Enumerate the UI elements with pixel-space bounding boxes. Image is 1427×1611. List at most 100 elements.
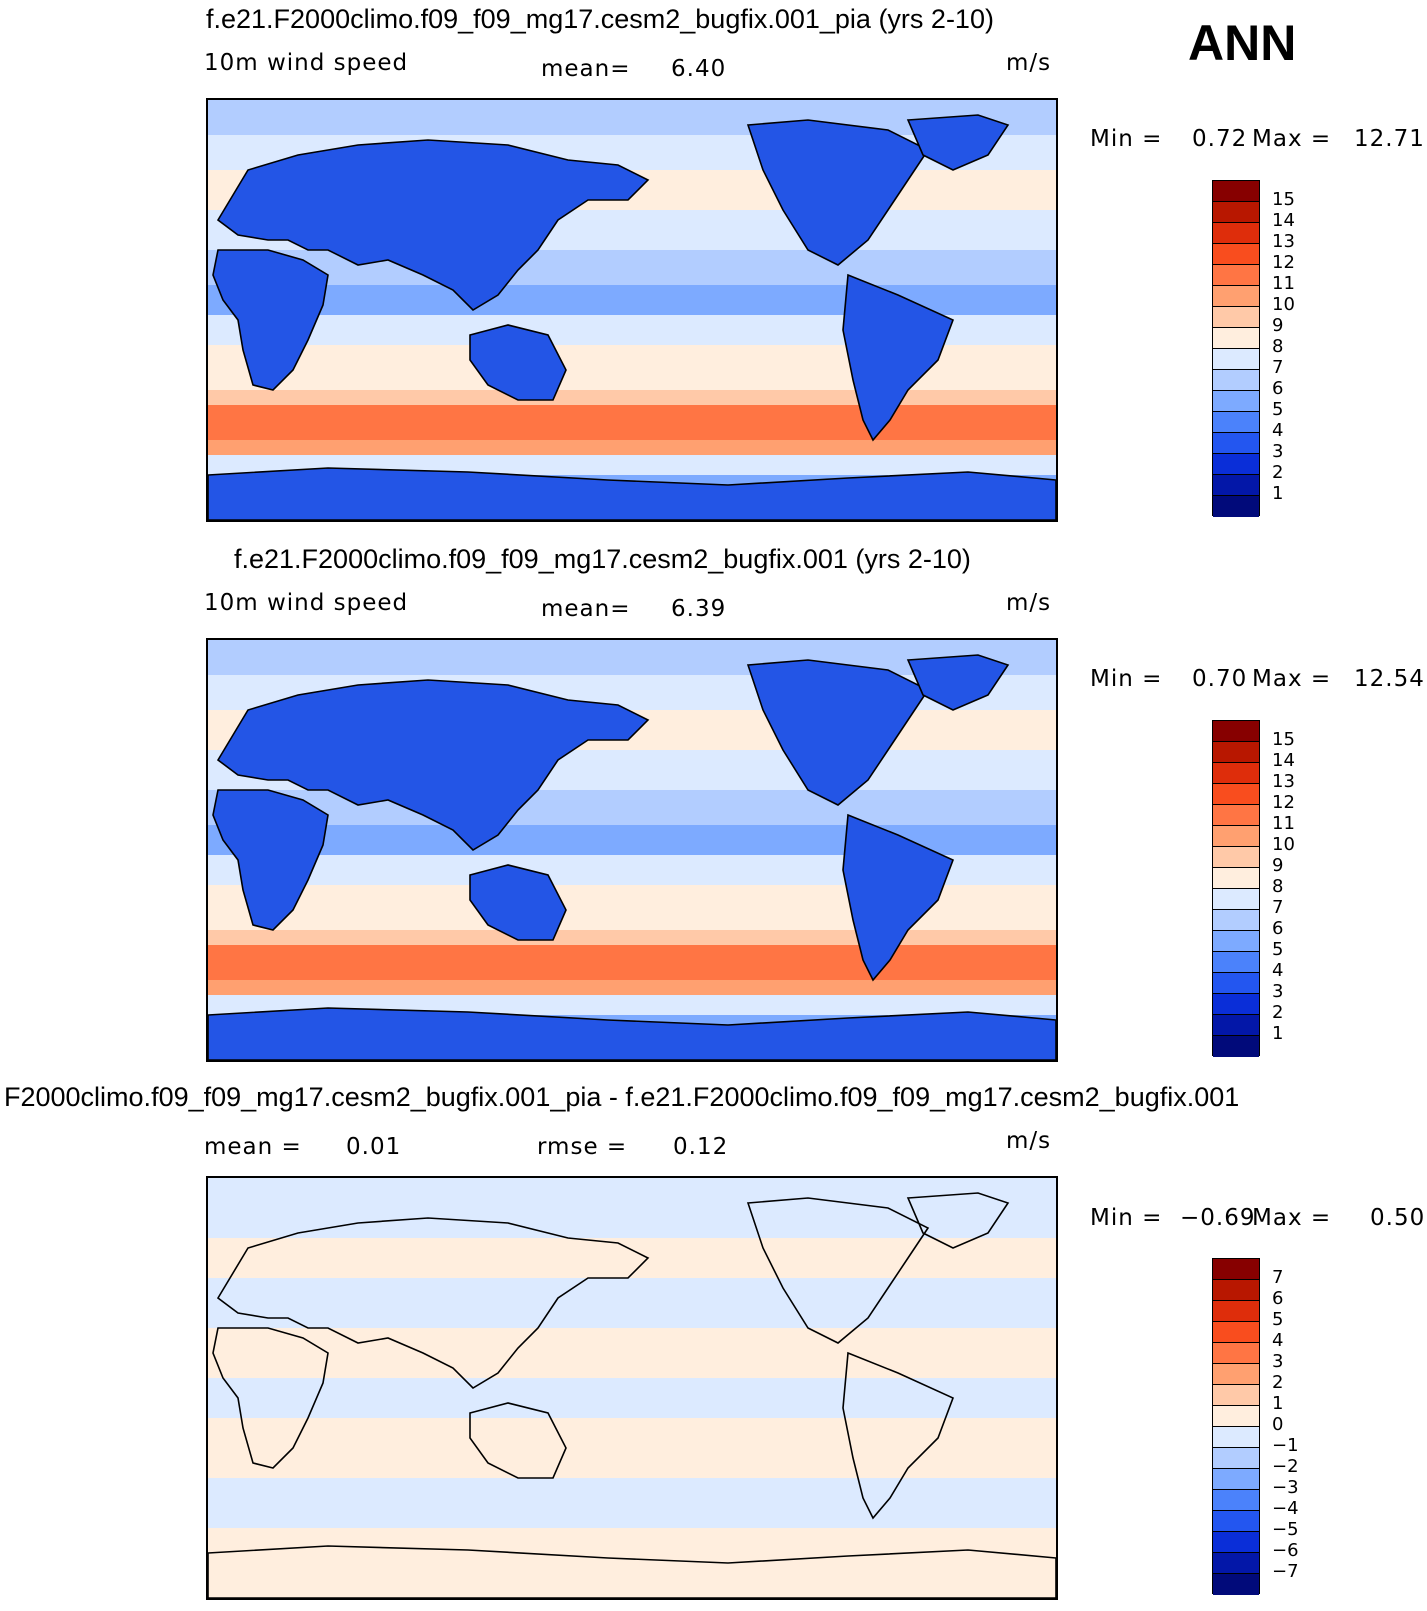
colorbar-box	[1213, 1511, 1259, 1532]
colorbar-box	[1213, 805, 1259, 826]
colorbar-tick-label: 3	[1272, 1351, 1284, 1372]
panel2-mean-label: mean=	[541, 596, 631, 622]
land-mass	[906, 114, 1010, 171]
colorbar-box	[1213, 412, 1259, 433]
land-mass	[208, 467, 1056, 520]
colorbar-box	[1213, 244, 1259, 265]
difference-band	[208, 1328, 1056, 1378]
colorbar-box	[1213, 1406, 1259, 1427]
colorbar-tick-label: 11	[1272, 273, 1295, 294]
colorbar-box	[1213, 475, 1259, 496]
colorbar-box	[1213, 1469, 1259, 1490]
colorbar-tick-label: 4	[1272, 420, 1284, 441]
colorbar-tick-label: 6	[1272, 918, 1284, 939]
colorbar-tick-label: 3	[1272, 981, 1284, 1002]
colorbar-tick-label: 13	[1272, 231, 1295, 252]
coastline	[208, 1545, 1056, 1598]
colorbar-box	[1213, 910, 1259, 931]
colorbar-box	[1213, 868, 1259, 889]
land-mass	[469, 864, 567, 941]
colorbar-box	[1213, 1532, 1259, 1553]
colorbar-box	[1213, 391, 1259, 412]
panel2-min-label: Min =	[1090, 666, 1163, 692]
coastline	[842, 1351, 955, 1520]
colorbar-tick-label: 9	[1272, 315, 1284, 336]
panel1-min-value: 0.72	[1192, 126, 1248, 152]
panel3-units: m/s	[1006, 1128, 1052, 1154]
colorbar-tick-label: 3	[1272, 441, 1284, 462]
colorbar-tick-label: 15	[1272, 189, 1295, 210]
colorbar-tick-label: −4	[1272, 1498, 1299, 1519]
colorbar-box	[1213, 1427, 1259, 1448]
colorbar-box	[1213, 931, 1259, 952]
colorbar-tick-label: 2	[1272, 462, 1284, 483]
coastline	[906, 1192, 1010, 1249]
colorbar-box	[1213, 784, 1259, 805]
land-mass	[842, 813, 955, 982]
coastline	[212, 1327, 329, 1469]
colorbar-box	[1213, 1301, 1259, 1322]
colorbar-box	[1213, 1574, 1259, 1595]
panel2-units: m/s	[1006, 590, 1052, 616]
panel3-map	[206, 1176, 1058, 1600]
panel3-max-value: 0.50	[1370, 1205, 1426, 1231]
colorbar-box	[1213, 721, 1259, 742]
colorbar-box	[1213, 1553, 1259, 1574]
land-mass	[469, 324, 567, 401]
colorbar-tick-label: −2	[1272, 1456, 1299, 1477]
panel2-colorbar	[1212, 720, 1260, 1057]
wind-band	[208, 945, 1056, 980]
colorbar-box	[1213, 202, 1259, 223]
wind-band	[208, 790, 1056, 825]
colorbar-tick-label: 2	[1272, 1372, 1284, 1393]
colorbar-box	[1213, 328, 1259, 349]
panel3-mean-value: 0.01	[346, 1134, 402, 1160]
colorbar-box	[1213, 973, 1259, 994]
panel1-mean-value: 6.40	[671, 56, 727, 82]
difference-band	[208, 1478, 1056, 1528]
colorbar-tick-label: 5	[1272, 399, 1284, 420]
panel2-max-label: Max =	[1252, 666, 1332, 692]
colorbar-tick-label: 6	[1272, 1288, 1284, 1309]
land-mass	[746, 119, 930, 266]
colorbar-tick-label: 15	[1272, 729, 1295, 750]
panel2-min-value: 0.70	[1192, 666, 1248, 692]
panel3-rmse-label: rmse =	[537, 1134, 628, 1160]
colorbar-tick-label: −7	[1272, 1561, 1299, 1582]
land-mass	[216, 679, 650, 852]
colorbar-tick-label: 13	[1272, 771, 1295, 792]
difference-band	[208, 1528, 1056, 1598]
colorbar-tick-label: −1	[1272, 1435, 1299, 1456]
colorbar-box	[1213, 1280, 1259, 1301]
colorbar-tick-label: 5	[1272, 1309, 1284, 1330]
colorbar-tick-label: 8	[1272, 876, 1284, 897]
panel1-min-label: Min =	[1090, 126, 1163, 152]
colorbar-tick-label: −5	[1272, 1519, 1299, 1540]
colorbar-box	[1213, 763, 1259, 784]
land-mass	[906, 654, 1010, 711]
colorbar-box	[1213, 994, 1259, 1015]
panel3-max-label: Max =	[1252, 1205, 1332, 1231]
panel1-units: m/s	[1006, 50, 1052, 76]
colorbar-tick-label: 10	[1272, 834, 1295, 855]
colorbar-box	[1213, 1259, 1259, 1280]
land-mass	[212, 249, 329, 391]
colorbar-box	[1213, 889, 1259, 910]
colorbar-tick-label: 7	[1272, 1267, 1284, 1288]
panel3-title: F2000climo.f09_f09_mg17.cesm2_bugfix.001…	[4, 1082, 1240, 1112]
colorbar-box	[1213, 1322, 1259, 1343]
coastline	[746, 1197, 930, 1344]
colorbar-tick-label: 9	[1272, 855, 1284, 876]
panel3-min-label: Min =	[1090, 1205, 1163, 1231]
colorbar-box	[1213, 496, 1259, 517]
colorbar-box	[1213, 847, 1259, 868]
wind-band	[208, 250, 1056, 285]
colorbar-tick-label: 6	[1272, 378, 1284, 399]
land-mass	[212, 789, 329, 931]
panel1-max-label: Max =	[1252, 126, 1332, 152]
colorbar-tick-label: 11	[1272, 813, 1295, 834]
wind-band	[208, 405, 1056, 440]
colorbar-tick-label: 10	[1272, 294, 1295, 315]
panel3-rmse-value: 0.12	[673, 1134, 729, 1160]
colorbar-box	[1213, 826, 1259, 847]
